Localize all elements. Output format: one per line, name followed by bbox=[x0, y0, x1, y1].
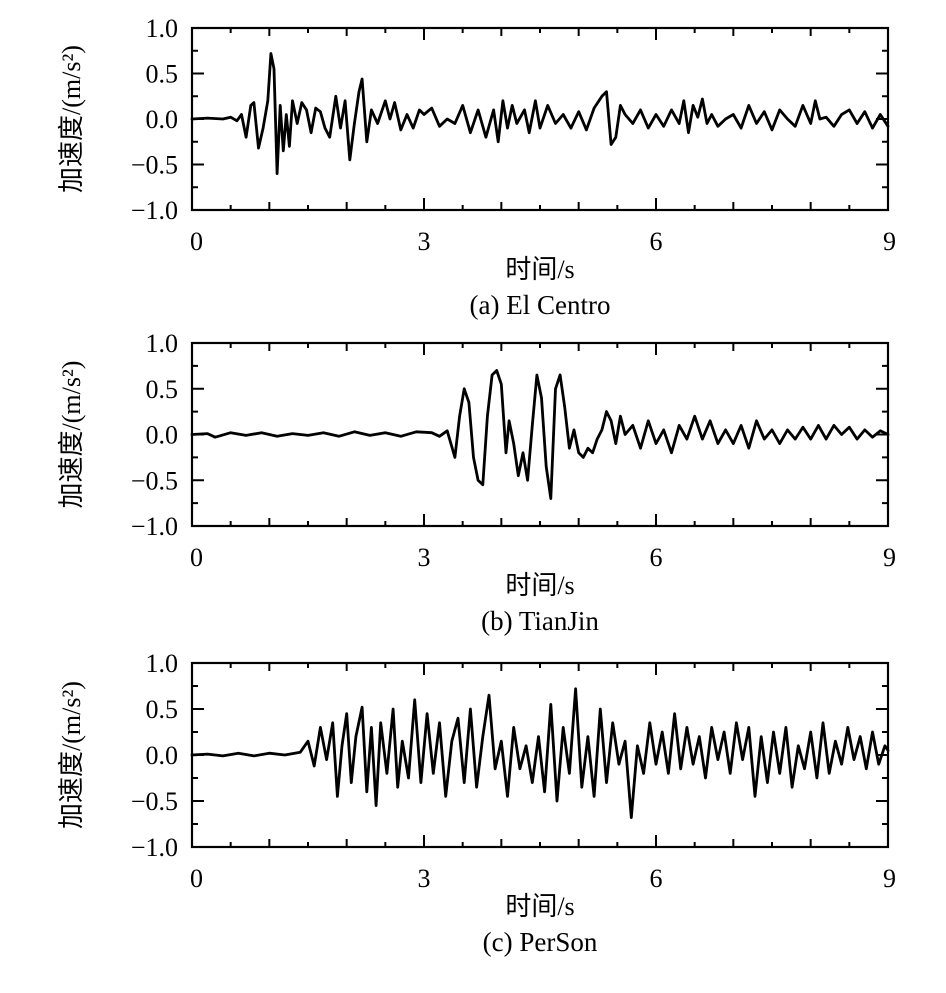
y-tick-label: 1.0 bbox=[146, 649, 179, 678]
x-axis-label: 时间/s bbox=[505, 255, 574, 284]
x-tick-label: 3 bbox=[418, 543, 431, 572]
x-axis-label: 时间/s bbox=[505, 892, 574, 921]
y-tick-label: 0.5 bbox=[146, 695, 179, 724]
x-tick-label: 6 bbox=[650, 864, 663, 893]
y-tick-label: −1.0 bbox=[131, 833, 178, 862]
x-tick-label: 0 bbox=[190, 227, 203, 256]
panel-caption: (a) El Centro bbox=[470, 290, 611, 320]
y-axis-label: 加速度/(m/s²) bbox=[57, 45, 86, 193]
x-tick-label: 0 bbox=[190, 543, 203, 572]
y-tick-label: 0.0 bbox=[146, 741, 179, 770]
y-tick-label: 0.5 bbox=[146, 375, 179, 404]
x-tick-label: 3 bbox=[418, 864, 431, 893]
panel-caption: (c) PerSon bbox=[483, 927, 598, 957]
panel-caption: (b) TianJin bbox=[481, 606, 599, 636]
y-tick-label: −1.0 bbox=[131, 196, 178, 225]
chart-panel-2: 1.0 0.5 0.0 −0.5 −1.0 0 3 6 9 时间/s (c) PerSon 加速度/(… bbox=[57, 649, 896, 957]
y-tick-label: 1.0 bbox=[146, 14, 179, 43]
x-axis-label: 时间/s bbox=[505, 571, 574, 600]
chart-panel-1: 1.0 0.5 0.0 −0.5 −1.0 0 3 6 9 时间/s (b) TianJin 加速度/… bbox=[57, 329, 896, 636]
y-tick-label: 0.5 bbox=[146, 60, 179, 89]
series-line-0 bbox=[190, 687, 890, 819]
y-tick-label: −0.5 bbox=[131, 787, 178, 816]
y-tick-label: 0.0 bbox=[146, 421, 179, 450]
x-tick-label: 0 bbox=[190, 864, 203, 893]
y-tick-label: 1.0 bbox=[146, 329, 179, 358]
x-tick-label: 9 bbox=[883, 227, 896, 256]
y-tick-label: −0.5 bbox=[131, 466, 178, 495]
x-tick-label: 9 bbox=[883, 864, 896, 893]
y-tick-label: −0.5 bbox=[131, 151, 178, 180]
x-tick-label: 9 bbox=[883, 543, 896, 572]
y-axis-label: 加速度/(m/s²) bbox=[57, 361, 86, 509]
x-tick-label: 3 bbox=[418, 227, 431, 256]
series-line-0 bbox=[190, 369, 890, 501]
series-line-0 bbox=[190, 52, 890, 176]
y-tick-label: 0.0 bbox=[146, 105, 179, 134]
x-tick-label: 6 bbox=[650, 227, 663, 256]
x-tick-label: 6 bbox=[650, 543, 663, 572]
y-axis-label: 加速度/(m/s²) bbox=[57, 681, 86, 829]
y-tick-label: −1.0 bbox=[131, 512, 178, 541]
chart-panel-0: 1.0 0.5 0.0 −0.5 −1.0 0 3 6 9 时间/s (a) El Centro 加速… bbox=[57, 14, 896, 320]
